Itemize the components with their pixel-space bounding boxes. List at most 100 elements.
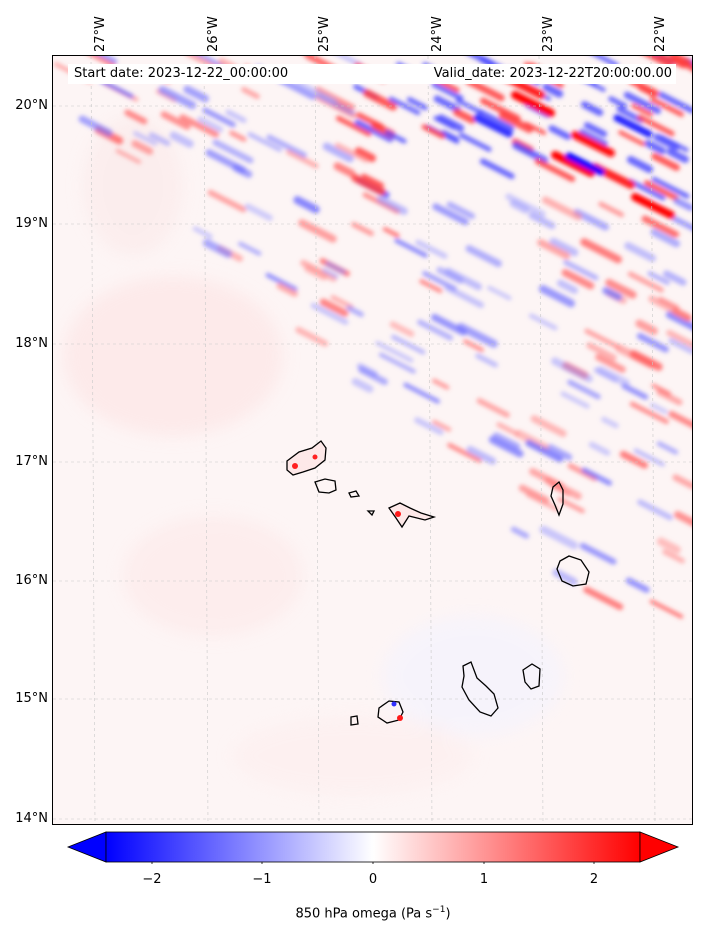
colorbar-extend-right: [639, 831, 680, 863]
ascent-streak: [354, 147, 377, 163]
descent-streak: [247, 132, 282, 152]
ascent-streak: [319, 298, 349, 317]
strong-descent-streak: [473, 114, 513, 138]
ascent-streak: [124, 109, 148, 125]
lat-label-16n: 16°N: [15, 573, 48, 588]
ascent-streak: [286, 149, 319, 169]
island-sao-nicolau: [388, 502, 437, 529]
ascent-streak: [361, 173, 385, 188]
descent-streak: [415, 239, 448, 259]
ascent-streak: [586, 342, 617, 361]
ascent-streak: [524, 121, 547, 135]
descent-streak: [673, 197, 692, 212]
descent-streak: [265, 272, 298, 292]
lon-label-26w: 26°W: [206, 16, 221, 52]
descent-streak: [602, 287, 623, 301]
ascent-streak: [179, 114, 219, 138]
descent-streak: [378, 352, 416, 374]
ascent-streak: [351, 221, 374, 236]
descent-streak: [542, 83, 564, 98]
ascent-streak: [241, 86, 260, 99]
ascent-streak: [160, 111, 191, 130]
descent-streak: [596, 366, 630, 387]
omega-map: [52, 55, 693, 825]
ascent-streak: [651, 152, 680, 171]
strong-ascent-streak: [571, 131, 615, 157]
descent-streak: [608, 96, 628, 109]
ascent-streak: [334, 142, 369, 163]
descent-streak: [98, 56, 118, 64]
strong-ascent-streak: [631, 193, 675, 219]
meridian-line: [314, 56, 320, 824]
descent-streak: [237, 241, 262, 256]
descent-streak: [325, 261, 346, 275]
ascent-streak: [276, 282, 298, 297]
island-santiago: [461, 661, 499, 717]
descent-streak: [505, 193, 546, 218]
ascent-streak: [463, 339, 485, 353]
ascent-streak: [537, 238, 571, 260]
descent-streak: [579, 128, 608, 147]
island-sal: [550, 480, 564, 517]
ascent-streak: [514, 429, 549, 452]
ascent-streak: [641, 215, 679, 238]
descent-streak: [528, 212, 556, 230]
descent-streak: [475, 353, 498, 368]
ascent-streak: [419, 279, 443, 294]
descent-streak: [637, 499, 673, 521]
ascent-streak: [432, 419, 452, 432]
ascent-streak: [580, 238, 622, 264]
colorbar-extend-left: [66, 831, 107, 863]
descent-streak: [671, 215, 692, 231]
weak-field-patches: [63, 116, 563, 796]
descent-streak: [636, 332, 669, 353]
ascent-streak: [89, 56, 116, 68]
lat-label-18n: 18°N: [15, 336, 48, 351]
ascent-streak: [583, 586, 624, 611]
colorbar-tick-label: 2: [589, 872, 599, 887]
strong-descent-streak: [565, 152, 605, 176]
descent-streak: [358, 366, 388, 386]
colorbar: [66, 831, 680, 864]
ascent-streak: [525, 492, 559, 512]
ascent-streak: [498, 111, 534, 134]
ascent-streak: [432, 378, 450, 390]
lon-label-24w: 24°W: [430, 16, 445, 52]
descent-streak: [649, 402, 668, 415]
descent-streak: [633, 448, 665, 467]
info-bar: Start date: 2023-12-22_00:00:00 Valid_da…: [68, 64, 676, 84]
descent-streak: [431, 81, 464, 101]
descent-streak: [321, 268, 339, 279]
ascent-streak: [668, 410, 692, 429]
descent-streak: [512, 141, 549, 164]
ascent-streak: [656, 537, 681, 554]
descent-streak: [351, 377, 374, 393]
ascent-streak: [115, 148, 142, 164]
descent-streak: [169, 131, 194, 148]
ascent-streak: [598, 201, 625, 218]
descent-streak: [469, 56, 495, 67]
descent-streak: [626, 155, 654, 174]
descent-streak: [563, 259, 599, 281]
ascent-streak: [561, 269, 595, 290]
descent-streak: [225, 109, 247, 124]
ascent-streak: [649, 599, 684, 619]
lon-label-22w: 22°W: [653, 16, 668, 52]
ascent-streak: [635, 319, 658, 335]
island-sao-vicente: [314, 478, 337, 494]
ascent-streak: [389, 321, 415, 337]
descent-streak: [436, 266, 464, 284]
colorbar-tick-label: 1: [479, 872, 489, 887]
descent-streak: [354, 119, 394, 143]
descent-streak: [244, 203, 273, 221]
ascent-streak: [382, 226, 400, 238]
island-ilheu: [366, 510, 376, 517]
descent-streak: [388, 96, 421, 116]
descent-streak: [266, 134, 307, 158]
descent-streak: [627, 178, 666, 201]
descent-streak: [666, 148, 689, 163]
descent-streak: [375, 340, 414, 363]
descent-streak: [567, 379, 601, 400]
descent-streak: [528, 313, 558, 331]
descent-streak: [376, 195, 408, 215]
